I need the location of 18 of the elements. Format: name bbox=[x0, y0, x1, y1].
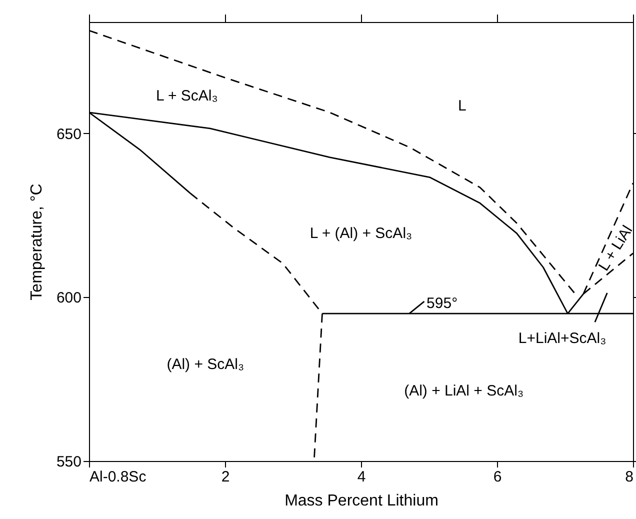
annotation: L + LiAl bbox=[595, 222, 636, 274]
x-tick-label: 8 bbox=[625, 468, 634, 486]
x-tick-label: 4 bbox=[357, 468, 366, 486]
y-tick-label: 600 bbox=[56, 290, 82, 307]
x-tick-label: 2 bbox=[221, 468, 230, 486]
annotation: L bbox=[458, 97, 466, 114]
x-axis-title: Mass Percent Lithium bbox=[284, 492, 438, 510]
x-tick-label: Al-0.8Sc bbox=[90, 468, 147, 486]
x-tick-label: 6 bbox=[493, 468, 502, 486]
y-tick-label: 550 bbox=[56, 454, 82, 470]
y-tick-label: 650 bbox=[56, 126, 82, 143]
annotation: L + (Al) + ScAl₃ bbox=[310, 225, 412, 242]
y-axis-title: Temperature, °C bbox=[28, 184, 46, 300]
annotation: (Al) + LiAl + ScAl₃ bbox=[404, 382, 524, 400]
annotation: 595° bbox=[426, 294, 458, 312]
annotation: L+LiAl+ScAl₃ bbox=[518, 330, 606, 348]
annotation: L + ScAl₃ bbox=[156, 87, 218, 104]
annotation: (Al) + ScAl₃ bbox=[166, 356, 244, 373]
